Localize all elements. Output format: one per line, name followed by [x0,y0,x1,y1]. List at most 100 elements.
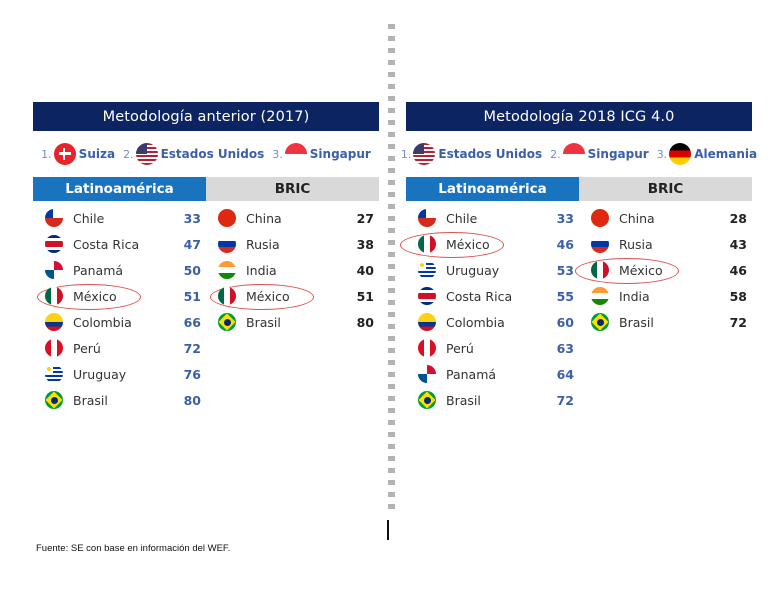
score: 80 [183,392,201,408]
usa-flag-icon [135,143,158,165]
country-name: India [246,262,277,278]
score: 38 [356,236,374,252]
mexico-flag-icon [591,261,609,279]
list-item: Panamá 64 [406,361,579,387]
list-item: Brasil 72 [406,387,579,413]
country-name: Brasil [73,392,108,408]
tab-latinoamerica: Latinoamérica [33,177,206,201]
score: 43 [729,236,747,252]
score: 46 [729,262,747,278]
rank-number: 2. [123,147,134,161]
score: 33 [556,210,574,226]
list-item: Uruguay 76 [33,361,206,387]
list-item: Rusia 38 [206,231,379,257]
rank-number: 1. [400,147,412,161]
bric-list: China 27 Rusia 38 India 40 México 51 Brasil 8… [206,205,379,413]
colombia-flag-icon [45,313,63,331]
country-name: México [446,236,490,252]
country-name: México [619,262,663,278]
top3-country: Singapur [587,147,649,161]
top3-item: 1. Estados Unidos [401,143,542,165]
country-name: Rusia [246,236,280,252]
country-name: México [73,288,117,304]
brazil-flag-icon [591,313,609,331]
peru-flag-icon [418,339,436,357]
score: 40 [356,262,374,278]
peru-flag-icon [45,339,63,357]
score: 80 [356,314,374,330]
score: 50 [183,262,201,278]
tab-bric: BRIC [579,177,752,201]
list-item: Perú 72 [33,335,206,361]
china-flag-icon [591,209,609,227]
mexico-flag-icon [218,287,236,305]
score: 33 [183,210,201,226]
country-name: Costa Rica [446,288,513,304]
score: 55 [556,288,574,304]
country-name: Brasil [246,314,281,330]
score: 47 [183,236,201,252]
region-tabs: Latinoamérica BRIC [33,177,379,201]
colombia-flag-icon [418,313,436,331]
list-item: Colombia 60 [406,309,579,335]
india-flag-icon [218,261,236,279]
costa-rica-flag-icon [45,235,63,253]
country-name: Perú [446,340,474,356]
score: 46 [556,236,574,252]
chile-flag-icon [418,209,436,227]
top3-country: Estados Unidos [438,147,543,161]
country-name: Costa Rica [73,236,140,252]
bric-list: China 28 Rusia 43 México 46 India 58 Brasil 7… [575,205,752,413]
list-item-highlighted: México 46 [400,231,579,258]
usa-flag-icon [413,143,436,165]
top3-ranking: 1. Suiza 2. Estados Unidos 3. Singapur [33,131,379,177]
top3-country: Singapur [309,147,371,161]
uruguay-flag-icon [418,261,436,279]
list-item: Perú 63 [406,335,579,361]
singapore-flag-icon [562,143,585,165]
top3-country: Estados Unidos [160,147,265,161]
score: 66 [183,314,201,330]
chile-flag-icon [45,209,63,227]
country-name: Brasil [446,392,481,408]
score: 51 [183,288,201,304]
mexico-flag-icon [45,287,63,305]
list-item: Colombia 66 [33,309,206,335]
score: 53 [556,262,574,278]
panama-flag-icon [45,261,63,279]
text-cursor [387,520,389,540]
india-flag-icon [591,287,609,305]
top3-item: 1. Suiza [41,143,115,165]
tab-latinoamerica: Latinoamérica [406,177,579,201]
china-flag-icon [218,209,236,227]
top3-item: 3. Alemania [657,143,757,165]
list-item: Panamá 50 [33,257,206,283]
list-item: India 58 [579,283,752,309]
list-item: Uruguay 53 [406,257,579,283]
list-item: Brasil 72 [579,309,752,335]
panama-flag-icon [418,365,436,383]
score: 63 [556,340,574,356]
top3-country: Suiza [78,147,116,161]
score: 72 [556,392,574,408]
uruguay-flag-icon [45,365,63,383]
mexico-flag-icon [418,235,436,253]
top3-item: 2. Estados Unidos [123,143,264,165]
source-note: Fuente: SE con base en información del W… [36,543,231,554]
russia-flag-icon [591,235,609,253]
country-name: Rusia [619,236,653,252]
brazil-flag-icon [418,391,436,409]
list-item: China 27 [206,205,379,231]
latam-list: Chile 33 Costa Rica 47 Panamá 50 México 51 C… [33,205,206,413]
list-item: China 28 [579,205,752,231]
rank-number: 3. [656,147,668,161]
list-item: Brasil 80 [206,309,379,335]
brazil-flag-icon [218,313,236,331]
country-name: Chile [446,210,478,226]
list-item: Costa Rica 55 [406,283,579,309]
rank-number: 2. [550,147,561,161]
latam-list: Chile 33 México 46 Uruguay 53 Costa Rica 55 … [400,205,579,413]
score: 72 [729,314,747,330]
rank-number: 3. [272,147,283,161]
brazil-flag-icon [45,391,63,409]
